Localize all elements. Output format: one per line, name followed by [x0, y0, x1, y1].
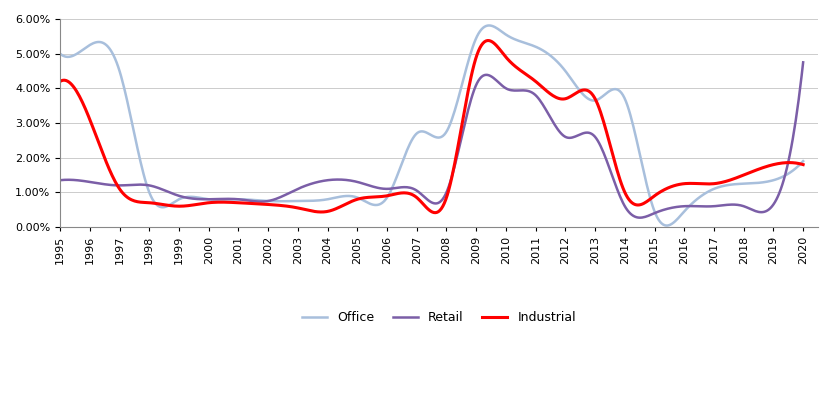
Retail	[666, 206, 676, 211]
Industrial	[798, 162, 808, 167]
Legend: Office, Retail, Industrial: Office, Retail, Industrial	[297, 306, 581, 329]
Office	[499, 31, 509, 36]
Industrial	[431, 210, 441, 215]
Office	[408, 136, 418, 141]
Industrial	[412, 196, 422, 201]
Retail	[408, 186, 418, 191]
Office	[667, 221, 677, 226]
Office	[798, 158, 808, 163]
Retail	[55, 178, 65, 183]
Industrial	[501, 54, 511, 59]
Line: Office: Office	[60, 25, 803, 226]
Industrial	[459, 113, 469, 118]
Line: Retail: Retail	[60, 62, 803, 218]
Retail	[412, 188, 422, 193]
Retail	[497, 83, 507, 88]
Office	[661, 223, 671, 228]
Industrial	[408, 193, 418, 198]
Office	[412, 131, 422, 136]
Office	[457, 81, 467, 86]
Line: Industrial: Industrial	[60, 40, 803, 213]
Office	[783, 171, 793, 176]
Retail	[781, 166, 791, 171]
Industrial	[667, 184, 677, 189]
Retail	[457, 132, 467, 137]
Industrial	[783, 160, 793, 165]
Retail	[635, 215, 645, 220]
Industrial	[482, 38, 492, 43]
Office	[484, 23, 494, 28]
Retail	[798, 60, 808, 65]
Office	[55, 51, 65, 56]
Industrial	[55, 79, 65, 84]
